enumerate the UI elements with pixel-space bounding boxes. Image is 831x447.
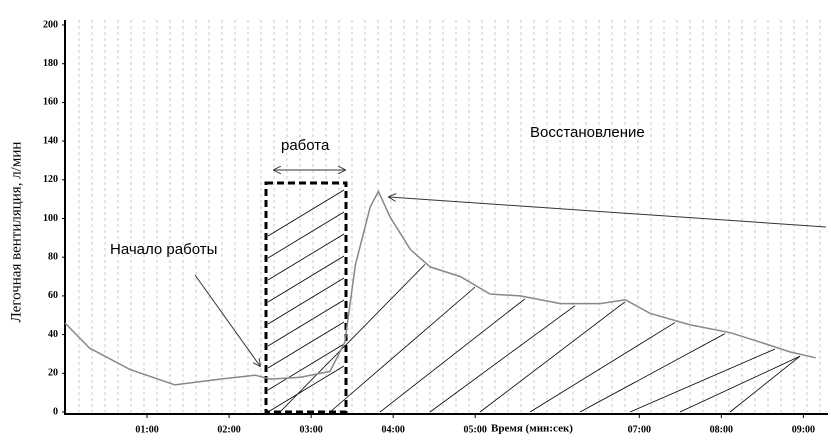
x-tick-label: 09:00: [792, 424, 815, 435]
y-tick-label: 40: [48, 329, 58, 340]
y-tick-label: 180: [43, 58, 58, 69]
hatch-line: [529, 322, 676, 413]
hatch-line: [279, 264, 426, 413]
hatch-line: [379, 298, 526, 413]
y-tick-label: 160: [43, 97, 58, 108]
y-tick-label: 60: [48, 290, 58, 301]
hatch-line: [267, 343, 345, 391]
annotation: Восстановление: [530, 124, 645, 141]
x-tick-label: 05:00: [464, 424, 487, 435]
y-tick-label: 100: [43, 213, 58, 224]
hatch-line: [267, 277, 345, 325]
hatch-line: [267, 211, 345, 259]
y-axis-label: Легочная вентиляция, л/мин: [8, 142, 24, 323]
x-tick-label: 01:00: [135, 424, 158, 435]
annotation: Начало работы: [110, 241, 217, 258]
annotation: работа: [281, 137, 330, 154]
hatch-line: [267, 321, 345, 369]
x-tick-label: 04:00: [382, 424, 405, 435]
y-tick-label: 200: [43, 19, 58, 30]
hatch-line: [479, 301, 626, 413]
x-tick-label: 08:00: [710, 424, 733, 435]
x-tick-label: 02:00: [217, 424, 240, 435]
x-tick-label: 03:00: [299, 424, 322, 435]
hatch-line: [329, 286, 476, 413]
arrow: [194, 274, 260, 366]
hatching: [267, 189, 801, 413]
y-tick-label: 20: [48, 368, 58, 379]
hatch-line: [679, 355, 801, 413]
data-line: [64, 189, 816, 386]
hatch-line: [267, 189, 345, 237]
y-tick-label: 120: [43, 174, 58, 185]
arrow: [389, 197, 827, 228]
x-tick-label: 07:00: [628, 424, 651, 435]
x-axis-label: Время (мин:сек): [491, 423, 573, 435]
y-tick-label: 0: [53, 406, 58, 417]
y-tick-label: 80: [48, 251, 58, 262]
hatch-line: [429, 305, 576, 413]
hatch-line: [267, 299, 345, 347]
y-tick-label: 140: [43, 135, 58, 146]
grid: [78, 20, 821, 412]
hatch-line: [579, 333, 726, 413]
hatch-line: [629, 348, 776, 413]
hatch-line: [267, 255, 345, 303]
hatch-line: [267, 365, 345, 413]
hatch-line: [729, 355, 801, 413]
work-box: [264, 181, 348, 414]
hatch-line: [267, 233, 345, 281]
